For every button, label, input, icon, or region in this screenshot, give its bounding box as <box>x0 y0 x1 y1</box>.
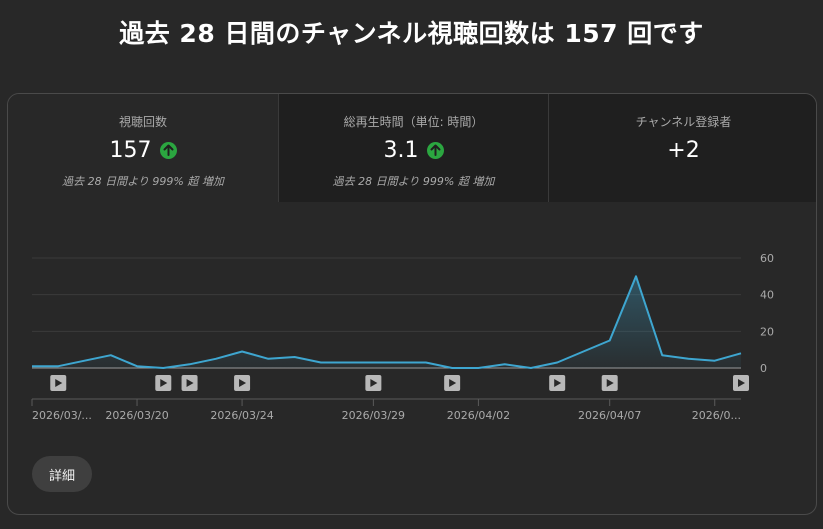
analytics-card: 視聴回数 157 過去 28 日間より 999% 超 増加 総再生時間（単位: … <box>7 93 817 515</box>
play-icon <box>239 379 247 387</box>
tab-watch-time-label: 総再生時間（単位: 時間） <box>343 115 484 129</box>
y-tick-label: 60 <box>760 252 774 265</box>
tab-subscribers[interactable]: チャンネル登録者 +2 <box>548 94 816 202</box>
arrow-up-icon <box>159 141 177 159</box>
y-tick-label: 40 <box>760 289 774 302</box>
tab-views-label: 視聴回数 <box>118 115 167 129</box>
views-chart: 0 20 40 60 2026/03/... 2026/03/20 2026/03/24 20… <box>8 234 816 434</box>
tab-subscribers-comparison <box>549 173 816 187</box>
x-tick-label: 2026/03/24 <box>210 409 273 422</box>
details-button[interactable]: 詳細 <box>32 456 92 492</box>
tab-watch-time-value: 3.1 <box>383 137 419 163</box>
x-tick-label: 2026/03/29 <box>342 409 405 422</box>
y-tick-label: 0 <box>760 362 767 375</box>
tab-subscribers-value-row: +2 <box>549 136 816 164</box>
views-series-line <box>32 275 742 369</box>
x-tick-label: 2026/03/20 <box>105 409 168 422</box>
tab-views[interactable]: 視聴回数 157 過去 28 日間より 999% 超 増加 <box>8 94 278 202</box>
tab-watch-time-comparison: 過去 28 日間より 999% 超 増加 <box>332 175 495 188</box>
tab-views-value: 157 <box>109 137 152 163</box>
tab-subscribers-value: +2 <box>667 137 700 163</box>
tab-watch-time[interactable]: 総再生時間（単位: 時間） 3.1 過去 28 日間より 999% 超 増加 <box>278 94 548 202</box>
y-tick-label: 20 <box>760 325 774 338</box>
page-title: 過去 28 日間のチャンネル視聴回数は 157 回です <box>119 19 704 48</box>
tab-views-value-row: 157 <box>8 136 278 164</box>
arrow-up-icon <box>426 141 444 159</box>
tab-subscribers-label: チャンネル登録者 <box>635 115 732 129</box>
x-tick-label: 2026/04/02 <box>447 409 510 422</box>
play-icon <box>55 379 63 387</box>
tab-views-comparison: 過去 28 日間より 999% 超 増加 <box>62 175 224 188</box>
play-icon <box>449 379 457 387</box>
play-icon <box>738 379 745 387</box>
views-area <box>32 276 741 368</box>
x-tick-label: 2026/03/... <box>32 409 92 422</box>
metric-tabs: 視聴回数 157 過去 28 日間より 999% 超 増加 総再生時間（単位: … <box>8 94 816 202</box>
x-tick-label: 2026/0... <box>692 409 741 422</box>
play-icon <box>606 379 614 387</box>
play-icon <box>186 379 194 387</box>
x-tick-label: 2026/04/07 <box>578 409 641 422</box>
play-icon <box>160 379 168 387</box>
play-icon <box>554 379 562 387</box>
tab-watch-time-value-row: 3.1 <box>279 136 548 164</box>
views-chart-svg: 0 20 40 60 2026/03/... 2026/03/20 2026/03/24 20… <box>31 252 774 422</box>
play-icon <box>370 379 378 387</box>
